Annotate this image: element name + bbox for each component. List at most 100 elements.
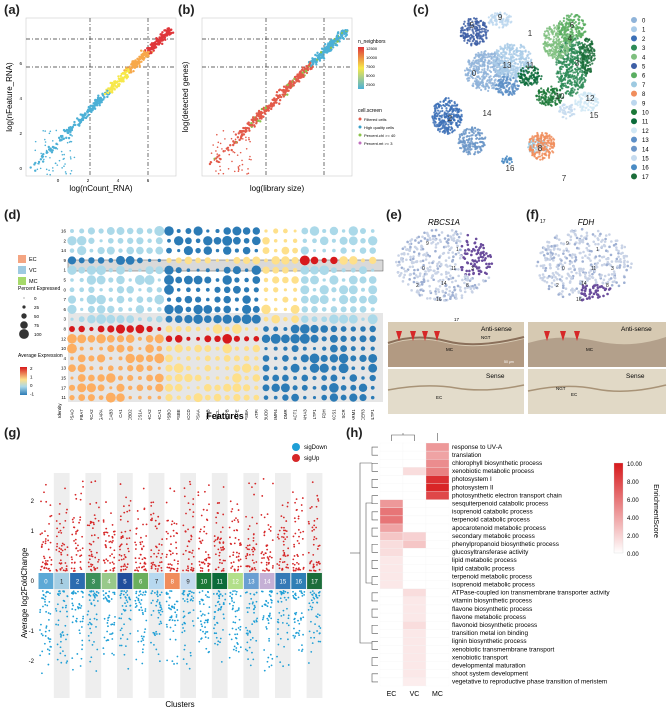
legend-nn-tick: 5000 (366, 73, 376, 78)
dotplot-dot (79, 346, 84, 351)
dotplot-feature: LHCA1 (157, 409, 162, 420)
scatter-point (69, 149, 72, 152)
umap-point (474, 130, 477, 133)
umap-point (560, 40, 563, 43)
dotplot-dot (340, 345, 348, 353)
scatter-point (335, 44, 339, 47)
umap-point (531, 148, 535, 152)
scatter-point (290, 85, 293, 89)
umap-point (554, 34, 558, 37)
umap-point (556, 34, 559, 37)
umap-point (521, 60, 524, 63)
dotplot-dot (222, 333, 233, 344)
scatter-point (93, 107, 97, 110)
umap-point (585, 46, 588, 49)
umap-point (470, 128, 473, 131)
umap-point (571, 94, 574, 97)
scatter-point (117, 84, 121, 88)
dotplot-dot (128, 307, 133, 312)
umap-point (484, 71, 487, 75)
scatter-point (164, 38, 167, 41)
umap-point (580, 75, 583, 79)
umap-point (509, 65, 512, 68)
umap-point (574, 102, 577, 106)
dotplot-dot (329, 354, 339, 363)
dotplot-dot (361, 366, 365, 371)
umap-point (555, 57, 558, 60)
scatter-point (278, 102, 281, 105)
dotplot-dot (331, 365, 337, 371)
dotplot-dot (88, 355, 95, 362)
dotplot-dot (204, 345, 212, 353)
dotplot-dot (312, 347, 317, 351)
umap-point (439, 120, 442, 123)
dotplot-dot (165, 335, 173, 343)
scatter-point (111, 91, 114, 94)
umap-point (465, 67, 468, 70)
pct-legend-value: 25 (34, 305, 40, 310)
scatter-point (321, 54, 324, 57)
umap-point (494, 19, 498, 23)
umap-point (518, 54, 521, 57)
umap-point (532, 69, 536, 72)
umap-point (476, 35, 479, 38)
umap-point (541, 152, 544, 155)
umap-point (533, 65, 536, 68)
dotplot-dot (195, 247, 201, 254)
umap-point (500, 14, 503, 18)
dotplot-dot (264, 298, 268, 302)
umap-point (487, 65, 490, 68)
umap-point (499, 45, 502, 48)
umap-point (552, 97, 555, 100)
scatter-point (219, 142, 222, 145)
umap-point (434, 108, 437, 111)
umap-point (514, 61, 517, 65)
umap-point (565, 117, 568, 120)
scatter-point (334, 39, 337, 42)
dotplot-dot (234, 277, 240, 283)
scatter-point (273, 97, 276, 100)
dotplot-feature: PSBE (176, 409, 181, 420)
umap-point (503, 12, 506, 15)
umap-point (471, 126, 474, 129)
umap-point (529, 65, 532, 68)
umap-point (471, 76, 474, 80)
dotplot-dot (167, 238, 171, 243)
dotplot-dot (262, 384, 270, 392)
umap-point (572, 44, 575, 48)
dotplot-dot (194, 344, 202, 353)
umap-point (543, 138, 546, 142)
dotplot-dot (321, 316, 328, 323)
umap-point (523, 74, 526, 78)
umap-point (519, 64, 523, 67)
umap-point (523, 83, 526, 86)
umap-point (574, 71, 577, 74)
scatter-point (218, 157, 221, 160)
umap-point (552, 53, 556, 56)
umap-point (564, 44, 567, 47)
umap-point (576, 74, 579, 77)
legend-cellscreen-marker (358, 133, 362, 137)
scatter-point (111, 83, 114, 86)
dotplot-dot (303, 395, 307, 400)
scatter-point (141, 57, 144, 61)
scatter-point (107, 91, 110, 95)
dotplot-dot (127, 374, 134, 382)
scatter-point (94, 102, 98, 106)
dotplot-dot (204, 335, 212, 343)
scatter-point (124, 70, 127, 73)
umap-legend-marker (631, 26, 637, 33)
scatter-point (309, 67, 313, 70)
umap-point (549, 54, 553, 57)
umap-point (484, 31, 487, 34)
umap-point (511, 64, 514, 67)
umap-point (467, 147, 470, 151)
umap-legend-item: 10 (642, 111, 649, 117)
scatter-point (324, 50, 327, 53)
dotplot-dot (166, 297, 172, 302)
umap-legend-item: 16 (642, 166, 649, 172)
umap-point (540, 139, 543, 142)
dotplot-dot (107, 325, 115, 333)
scatter-point (103, 92, 107, 96)
umap-point (501, 47, 504, 50)
